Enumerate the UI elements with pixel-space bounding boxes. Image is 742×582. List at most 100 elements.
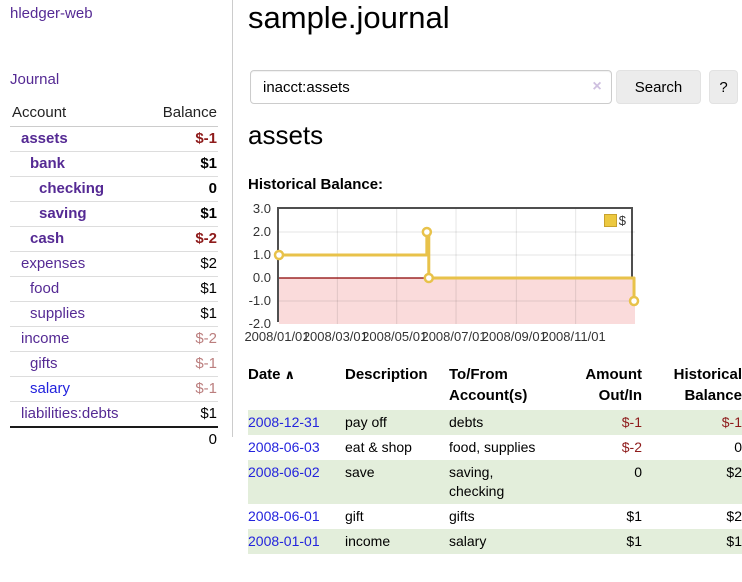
- transaction-date-cell: 2008-01-01: [248, 529, 345, 554]
- accounts-total-row: 0: [10, 426, 218, 452]
- x-tick-label: 2008/07/01: [421, 329, 487, 344]
- register-header-amount: Amount Out/In: [585, 366, 642, 404]
- sidebar-item-journal[interactable]: Journal: [10, 71, 60, 88]
- transaction-date-link[interactable]: 2008-12-31: [248, 414, 320, 430]
- transaction-balance: $-1: [721, 414, 742, 430]
- register-header-date[interactable]: Date ∧: [248, 366, 296, 383]
- sidebar-account-salary[interactable]: salary: [30, 380, 71, 397]
- account-row: checking 0: [10, 176, 218, 202]
- x-tick-label: 2008/11/01: [541, 329, 606, 344]
- account-balance: $-1: [146, 376, 218, 402]
- transaction-accounts: salary: [449, 533, 487, 549]
- search-input[interactable]: [250, 70, 612, 104]
- transaction-date-link[interactable]: 2008-06-02: [248, 464, 320, 480]
- account-name-cell: checking: [10, 176, 147, 202]
- register-table: Date ∧ Description To/From Account(s) Amo…: [248, 362, 742, 554]
- sidebar-account-liabilities-debts[interactable]: liabilities:debts: [21, 405, 119, 422]
- help-button[interactable]: ?: [709, 70, 738, 104]
- account-balance: $-2: [146, 226, 218, 252]
- register-header-accounts: To/From Account(s): [449, 366, 528, 404]
- sidebar-account-expenses[interactable]: expenses: [21, 255, 86, 272]
- account-row: food $1: [10, 276, 218, 302]
- transaction-balance: $2: [726, 508, 742, 524]
- sort-ascending-icon: ∧: [284, 367, 296, 382]
- transaction-date-link[interactable]: 2008-01-01: [248, 533, 320, 549]
- chart-canvas: [273, 209, 640, 324]
- sidebar-account-food[interactable]: food: [30, 280, 60, 297]
- accounts-header-account: Account: [10, 100, 147, 127]
- account-name-cell: saving: [10, 201, 147, 227]
- x-tick-label: 2008/03/01: [302, 329, 368, 344]
- account-row: bank $1: [10, 151, 218, 177]
- sidebar: hledger-web Journal Account Balance asse…: [0, 0, 233, 452]
- transaction-row: 2008-01-01 income salary $1 $1: [248, 529, 742, 554]
- chart-legend: $: [603, 213, 626, 228]
- transaction-date-link[interactable]: 2008-06-03: [248, 439, 320, 455]
- account-row: assets $-1: [10, 126, 218, 152]
- x-tick-label: 2008/05/01: [362, 329, 428, 344]
- clear-search-icon[interactable]: ×: [592, 78, 602, 95]
- sidebar-account-gifts[interactable]: gifts: [30, 355, 58, 372]
- register-header-balance: Historical Balance: [673, 366, 742, 404]
- sidebar-account-assets[interactable]: assets: [21, 130, 68, 147]
- transaction-date-cell: 2008-12-31: [248, 410, 345, 435]
- legend-swatch-icon: [603, 214, 617, 227]
- account-row: expenses $2: [10, 251, 218, 277]
- account-balance: $1: [146, 151, 218, 177]
- transaction-amount: $1: [626, 533, 642, 549]
- transaction-row: 2008-06-03 eat & shop food, supplies $-2 0: [248, 435, 742, 460]
- transaction-accounts: saving, checking: [449, 464, 505, 499]
- account-section-title: assets: [248, 120, 324, 150]
- transaction-row: 2008-06-02 save saving, checking 0 $2: [248, 460, 742, 504]
- main-content: sample.journal × Search ? assets Histori…: [244, 0, 742, 582]
- transaction-amount: $1: [626, 508, 642, 524]
- sidebar-account-income[interactable]: income: [21, 330, 70, 347]
- account-name-cell: food: [10, 276, 147, 302]
- chart-title-label: Historical Balance:: [248, 176, 384, 193]
- app-title-link[interactable]: hledger-web: [10, 5, 93, 22]
- transaction-accounts: debts: [449, 414, 484, 430]
- chart-plot-area[interactable]: $: [273, 207, 640, 324]
- search-button[interactable]: Search: [616, 70, 701, 104]
- account-balance: $1: [146, 276, 218, 302]
- account-name-cell: bank: [10, 151, 147, 177]
- sidebar-account-bank[interactable]: bank: [30, 155, 66, 172]
- transaction-description: gift: [345, 508, 364, 524]
- transaction-description: income: [345, 533, 391, 549]
- transaction-date-cell: 2008-06-02: [248, 460, 345, 504]
- account-name-cell: salary: [10, 376, 147, 402]
- account-name-cell: gifts: [10, 351, 147, 377]
- transaction-accounts: food, supplies: [449, 439, 536, 455]
- account-balance: $1: [146, 301, 218, 327]
- transaction-accounts: gifts: [449, 508, 475, 524]
- account-name-cell: assets: [10, 126, 147, 152]
- page-title: sample.journal: [248, 0, 450, 35]
- register-header-description: Description: [345, 366, 428, 383]
- account-name-cell: cash: [10, 226, 147, 252]
- sidebar-account-supplies[interactable]: supplies: [30, 305, 86, 322]
- account-name-cell: income: [10, 326, 147, 352]
- transaction-amount: 0: [634, 464, 642, 480]
- sidebar-account-cash[interactable]: cash: [30, 230, 65, 247]
- sidebar-account-checking[interactable]: checking: [39, 180, 105, 197]
- account-row: liabilities:debts $1: [10, 401, 218, 428]
- transaction-balance: 0: [734, 439, 742, 455]
- account-name-cell: liabilities:debts: [10, 401, 147, 428]
- transaction-amount: $-1: [621, 414, 642, 430]
- y-tick-label: 2.0: [252, 224, 271, 239]
- transaction-balance: $1: [726, 533, 742, 549]
- search-bar: × Search ?: [250, 70, 742, 104]
- account-balance: $-2: [146, 326, 218, 352]
- y-tick-label: 1.0: [252, 247, 271, 262]
- account-row: saving $1: [10, 201, 218, 227]
- account-balance: $1: [146, 401, 218, 428]
- transaction-amount: $-2: [621, 439, 642, 455]
- sidebar-account-saving[interactable]: saving: [39, 205, 87, 222]
- account-row: salary $-1: [10, 376, 218, 402]
- accounts-table: Account Balance assets $-1 bank $1 checking 0…: [10, 100, 218, 452]
- register-header-row: Date ∧ Description To/From Account(s) Amo…: [248, 362, 742, 410]
- y-tick-label: -1.0: [248, 293, 271, 308]
- transaction-date-link[interactable]: 2008-06-01: [248, 508, 320, 524]
- account-balance: $1: [146, 201, 218, 227]
